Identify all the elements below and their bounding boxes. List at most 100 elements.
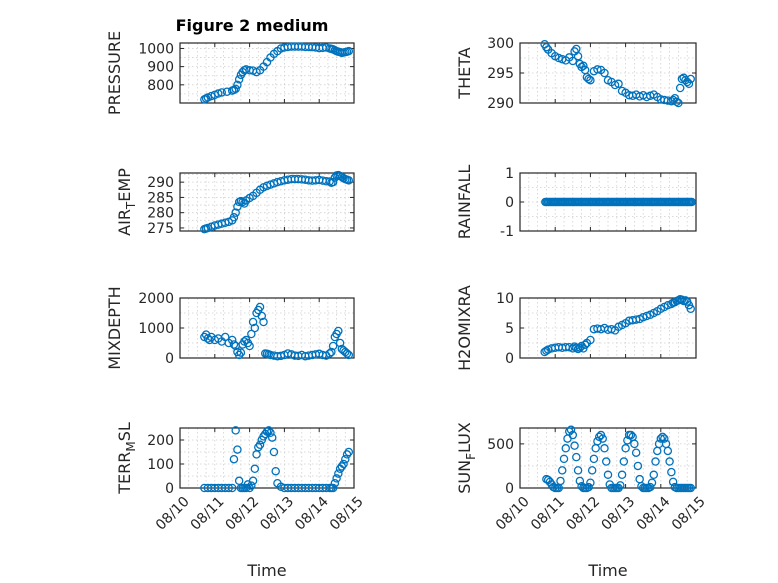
data-point [566, 425, 576, 435]
data-point [584, 482, 593, 492]
data-point [264, 426, 273, 435]
data-point [231, 84, 240, 94]
data-point [229, 213, 239, 222]
y-axis-label: H2OMIXRA [455, 285, 474, 371]
axes-frame [179, 42, 355, 104]
y-axis-label: SUNFLUX [455, 422, 478, 494]
data-point [248, 476, 258, 486]
data-point [271, 466, 280, 476]
data-point [233, 80, 242, 90]
data-point [229, 340, 239, 349]
data-point [642, 311, 651, 321]
data-point [339, 459, 348, 469]
subplot-theta: 290 295 300 THETA [455, 36, 697, 112]
data-point [617, 470, 627, 480]
data-point [247, 481, 256, 490]
data-point [250, 323, 260, 333]
x-tick-label: 08/15 [669, 494, 709, 534]
data-point [248, 317, 258, 327]
data-point [267, 433, 277, 442]
data-point [266, 428, 275, 438]
data-point [344, 176, 354, 185]
y-axis-label: RAINFALL [455, 165, 474, 240]
x-tick-label: 08/15 [327, 494, 367, 534]
data-point [328, 341, 338, 351]
y-tick-label: 275 [147, 221, 174, 237]
data-point [573, 51, 583, 61]
x-axis-label: Time [587, 561, 627, 580]
data-point [224, 483, 233, 493]
data-point [600, 444, 609, 453]
data-point [344, 350, 354, 360]
y-tick-label: 100 [147, 457, 174, 473]
data-point [631, 448, 641, 457]
data-point [234, 476, 244, 486]
data-point [559, 454, 569, 464]
y-axis-label: AIRTEMP [115, 168, 138, 236]
data-point [335, 338, 345, 348]
x-tick-label: 08/14 [634, 494, 674, 534]
data-point [561, 444, 571, 453]
data-point [236, 348, 246, 357]
data-point [598, 434, 607, 443]
data-point [250, 464, 260, 474]
y-tick-label: 285 [147, 190, 174, 206]
data-point [616, 481, 625, 490]
data-point [674, 98, 683, 108]
y-tick-label: 800 [147, 78, 174, 94]
x-tick-label: 08/12 [563, 494, 603, 534]
data-point [647, 478, 657, 487]
data-point [686, 74, 695, 84]
y-axis-label: TERRMSL [115, 422, 138, 495]
data-point [332, 474, 341, 483]
x-tick-label: 08/11 [188, 494, 228, 534]
data-point [214, 89, 223, 98]
data-point [579, 61, 588, 71]
data-point [621, 444, 630, 453]
data-point [635, 474, 644, 484]
y-tick-label: 200 [147, 433, 174, 449]
data-point [259, 317, 268, 327]
data-point [653, 446, 662, 456]
data-point [325, 177, 334, 186]
data-point [586, 335, 595, 345]
data-point [600, 68, 609, 78]
data-point [668, 477, 678, 487]
data-point [651, 457, 660, 466]
y-tick-label: 2000 [138, 291, 174, 307]
data-point [687, 197, 697, 207]
y-tick-label: -1 [500, 224, 514, 240]
data-point [619, 457, 629, 466]
y-axis-label: MIXDEPTH [105, 286, 124, 369]
data-point [572, 452, 581, 462]
data-point [656, 434, 666, 443]
data-point [684, 79, 694, 89]
data-point [663, 446, 673, 456]
data-point [587, 466, 597, 475]
data-point [601, 457, 611, 466]
data-point [255, 440, 265, 450]
data-point [556, 476, 565, 486]
y-tick-label: 290 [147, 175, 174, 191]
data-point [563, 434, 572, 443]
y-tick-label: 900 [147, 60, 174, 76]
data-point [586, 478, 595, 487]
data-point [234, 350, 244, 360]
data-point [626, 430, 636, 440]
subplot-mixdepth: 0 1000 2000 MIXDEPTH [105, 286, 355, 370]
y-tick-label: 10 [496, 291, 514, 307]
data-point [255, 302, 265, 312]
data-point [575, 476, 585, 486]
data-point [633, 461, 643, 471]
data-point [573, 466, 583, 475]
data-point [645, 482, 655, 492]
y-tick-label: 0 [165, 351, 174, 367]
data-point [231, 426, 240, 435]
data-point [580, 340, 590, 350]
y-tick-label: 295 [487, 66, 514, 82]
x-axis-label: Time [246, 561, 286, 580]
